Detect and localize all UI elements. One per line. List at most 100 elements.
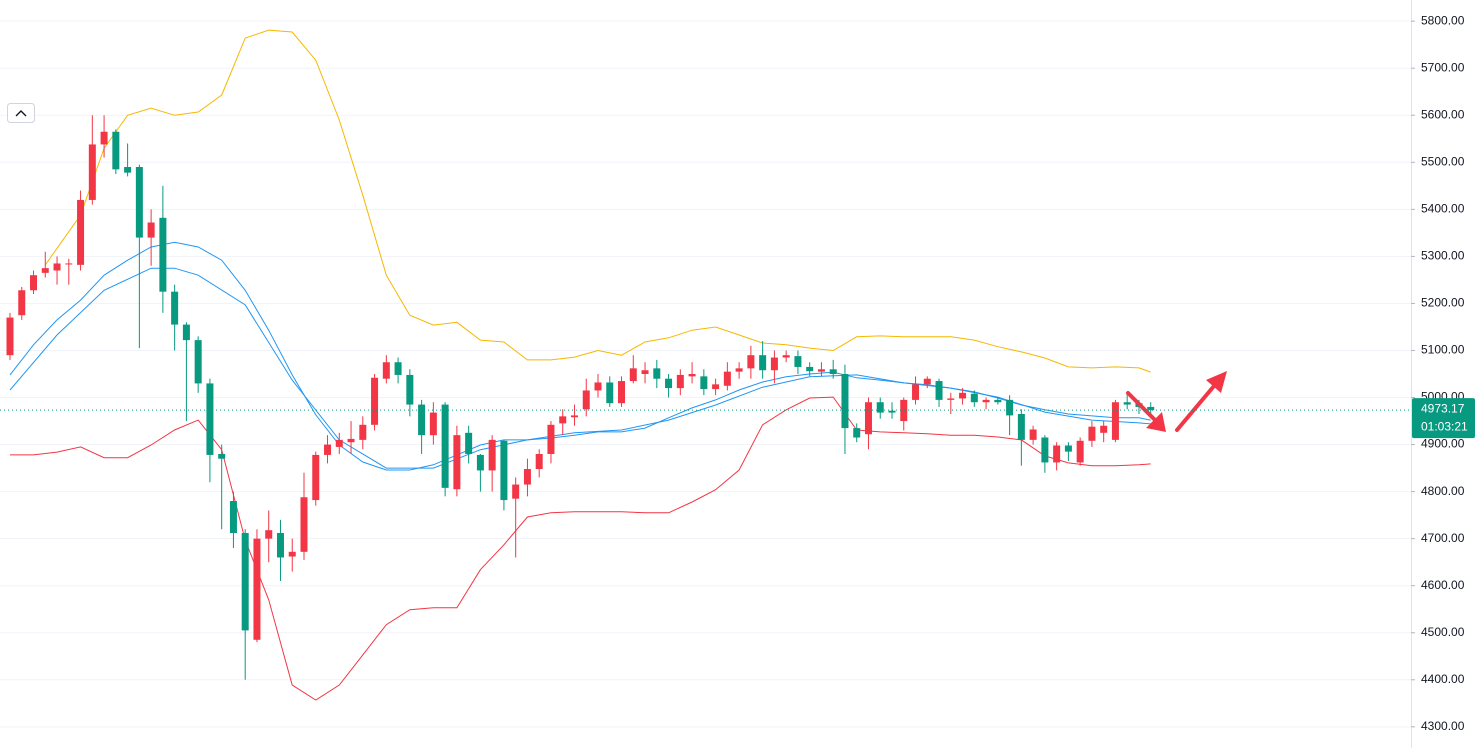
collapse-button-frame[interactable] (7, 103, 35, 123)
candle-body (770, 357, 778, 371)
candle-body (382, 362, 390, 379)
candle-body (147, 222, 155, 238)
candle-body (853, 428, 861, 438)
price-axis: 5800.00 5700.00 5600.00 5500.00 5400.00 5300.… (1411, 0, 1476, 748)
candle-body (500, 440, 508, 501)
candle-body (912, 384, 920, 400)
candle-body (1017, 413, 1025, 440)
candle-body (6, 317, 14, 356)
indicator-line (9, 267, 1151, 469)
y-tick-label: 4800.00 (1421, 484, 1465, 498)
candle-body (923, 378, 931, 385)
y-tick-label: 4900.00 (1421, 437, 1465, 451)
candle-body (53, 263, 61, 271)
candle-body (265, 530, 273, 539)
candle-body (735, 368, 743, 372)
arrow-down-shaft (1126, 391, 1158, 423)
candle-body (418, 404, 426, 436)
candle-body (606, 382, 614, 404)
candle-body (759, 355, 767, 371)
candle-body (900, 399, 908, 422)
y-tick-label: 5600.00 (1421, 107, 1465, 121)
candle-body (100, 131, 108, 145)
candle-body (465, 432, 473, 454)
candle-body (324, 444, 332, 455)
candle-body (594, 382, 602, 391)
candle-body (700, 376, 708, 390)
y-tick-label: 5700.00 (1421, 60, 1465, 74)
candle-body (1076, 440, 1084, 463)
y-tick-label: 4600.00 (1421, 578, 1465, 592)
candle-body (347, 438, 355, 443)
candle-body (806, 366, 814, 372)
collapse-button[interactable] (7, 103, 35, 123)
candle-body (864, 402, 872, 435)
candle-body (982, 399, 990, 403)
candle-body (888, 410, 896, 413)
y-tick-label: 5400.00 (1421, 202, 1465, 216)
candle-body (312, 454, 320, 501)
price-tag: 4973.17 01:03:21 (0, 398, 1475, 439)
candle-body (723, 371, 731, 386)
candle-body (782, 355, 790, 358)
candle-body (206, 383, 214, 455)
candle-body (300, 497, 308, 552)
candle-body (488, 439, 496, 471)
candle-body (371, 377, 379, 425)
candle-body (288, 551, 296, 557)
candles (6, 115, 1155, 680)
candle-body (18, 290, 26, 316)
candle-body (841, 374, 849, 429)
candle-body (41, 268, 49, 273)
candle-body (253, 538, 261, 640)
indicator-line (9, 241, 1151, 471)
candle-body (970, 393, 978, 403)
y-tick-label: 5300.00 (1421, 249, 1465, 263)
candle-body (535, 453, 543, 470)
candle-body (171, 291, 179, 325)
candle-body (1029, 429, 1037, 440)
candle-body (876, 402, 884, 413)
indicator-line (44, 29, 1151, 373)
candle-body (688, 374, 696, 377)
candle-body (453, 435, 461, 490)
candle-body (218, 453, 226, 459)
candle-body (1111, 402, 1119, 440)
last-price-label: 4973.17 (1421, 401, 1465, 415)
candle-body (1100, 425, 1108, 433)
y-tick-label: 5100.00 (1421, 343, 1465, 357)
grid (0, 20, 1411, 728)
arrow-up-shaft (1175, 384, 1216, 432)
candle-body (994, 399, 1002, 403)
candle-body (1147, 406, 1155, 411)
candle-body (629, 368, 637, 382)
candle-body (441, 404, 449, 488)
arrow-down-head (1146, 412, 1166, 432)
candle-body (712, 384, 720, 390)
candle-body (394, 362, 402, 375)
candle-body (406, 374, 414, 405)
candle-body (512, 484, 520, 499)
candle-body (817, 369, 825, 372)
candle-body (1064, 445, 1072, 452)
y-tick-label: 5200.00 (1421, 296, 1465, 310)
candle-body (194, 340, 202, 384)
y-tick-label: 5500.00 (1421, 154, 1465, 168)
candle-body (618, 381, 626, 404)
candle-body (570, 415, 578, 418)
candle-body (135, 167, 143, 238)
chevron-icon[interactable] (15, 110, 27, 117)
candle-body (476, 454, 484, 471)
last-price-box (1412, 398, 1475, 439)
candle-body (665, 378, 673, 389)
candle-body (229, 501, 237, 534)
candle-body (829, 369, 837, 374)
candle-body (182, 324, 190, 341)
candle-body (794, 356, 802, 367)
candle-body (429, 412, 437, 436)
candle-body (1053, 445, 1061, 463)
candle-body (1088, 426, 1096, 441)
countdown-label: 01:03:21 (1421, 419, 1468, 433)
y-tick-label: 4400.00 (1421, 672, 1465, 686)
